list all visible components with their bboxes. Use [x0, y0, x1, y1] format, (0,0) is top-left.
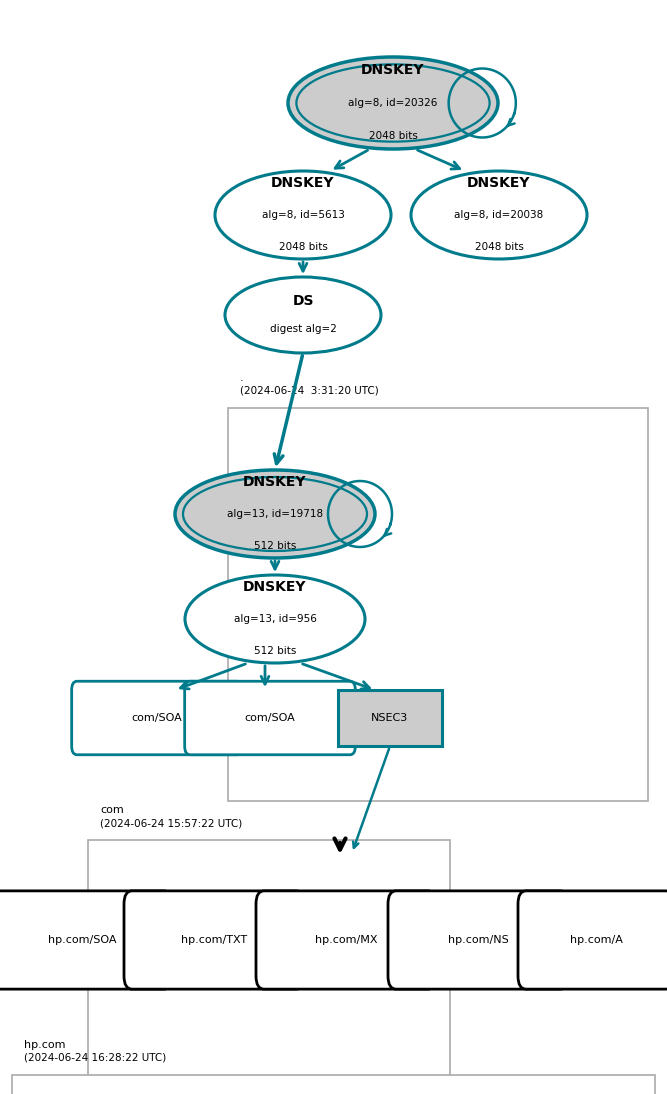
Text: DNSKEY: DNSKEY: [468, 176, 531, 190]
Text: hp.com/NS: hp.com/NS: [448, 935, 508, 945]
FancyBboxPatch shape: [71, 682, 242, 755]
Text: .: .: [240, 373, 243, 383]
Text: alg=8, id=20326: alg=8, id=20326: [348, 98, 438, 108]
FancyBboxPatch shape: [124, 891, 304, 989]
Text: alg=8, id=20038: alg=8, id=20038: [454, 210, 544, 220]
Ellipse shape: [185, 575, 365, 663]
FancyBboxPatch shape: [185, 682, 356, 755]
Text: DNSKEY: DNSKEY: [243, 580, 307, 594]
Ellipse shape: [288, 57, 498, 149]
Text: 512 bits: 512 bits: [254, 645, 296, 655]
Text: 2048 bits: 2048 bits: [279, 242, 327, 252]
Text: alg=13, id=956: alg=13, id=956: [233, 614, 316, 624]
FancyBboxPatch shape: [338, 690, 442, 746]
Ellipse shape: [225, 277, 381, 353]
Text: 2048 bits: 2048 bits: [369, 131, 418, 141]
Text: DNSKEY: DNSKEY: [243, 475, 307, 489]
Text: (2024-06-24  3:31:20 UTC): (2024-06-24 3:31:20 UTC): [240, 386, 379, 396]
Text: hp.com/SOA: hp.com/SOA: [48, 935, 116, 945]
Text: hp.com/TXT: hp.com/TXT: [181, 935, 247, 945]
Text: 512 bits: 512 bits: [254, 540, 296, 550]
Ellipse shape: [215, 171, 391, 259]
FancyBboxPatch shape: [228, 408, 648, 801]
Text: (2024-06-24 16:28:22 UTC): (2024-06-24 16:28:22 UTC): [24, 1054, 166, 1063]
Ellipse shape: [175, 470, 375, 558]
Text: alg=8, id=5613: alg=8, id=5613: [261, 210, 344, 220]
FancyBboxPatch shape: [388, 891, 568, 989]
FancyBboxPatch shape: [518, 891, 667, 989]
Text: hp.com: hp.com: [24, 1040, 65, 1050]
FancyBboxPatch shape: [12, 1075, 655, 1094]
Text: DNSKEY: DNSKEY: [362, 62, 425, 77]
FancyBboxPatch shape: [0, 891, 172, 989]
Ellipse shape: [183, 477, 367, 551]
Text: NSEC3: NSEC3: [372, 713, 409, 723]
Text: com: com: [100, 805, 124, 815]
Text: com/SOA: com/SOA: [131, 713, 182, 723]
FancyBboxPatch shape: [88, 840, 450, 1094]
Text: DS: DS: [292, 294, 313, 309]
Text: DNSKEY: DNSKEY: [271, 176, 335, 190]
Text: com/SOA: com/SOA: [245, 713, 295, 723]
Ellipse shape: [296, 65, 490, 141]
FancyBboxPatch shape: [256, 891, 436, 989]
Text: digest alg=2: digest alg=2: [269, 324, 336, 334]
Text: alg=13, id=19718: alg=13, id=19718: [227, 509, 323, 519]
Text: (2024-06-24 15:57:22 UTC): (2024-06-24 15:57:22 UTC): [100, 818, 242, 828]
Ellipse shape: [411, 171, 587, 259]
Text: 2048 bits: 2048 bits: [474, 242, 524, 252]
Text: hp.com/A: hp.com/A: [570, 935, 622, 945]
Text: hp.com/MX: hp.com/MX: [315, 935, 378, 945]
